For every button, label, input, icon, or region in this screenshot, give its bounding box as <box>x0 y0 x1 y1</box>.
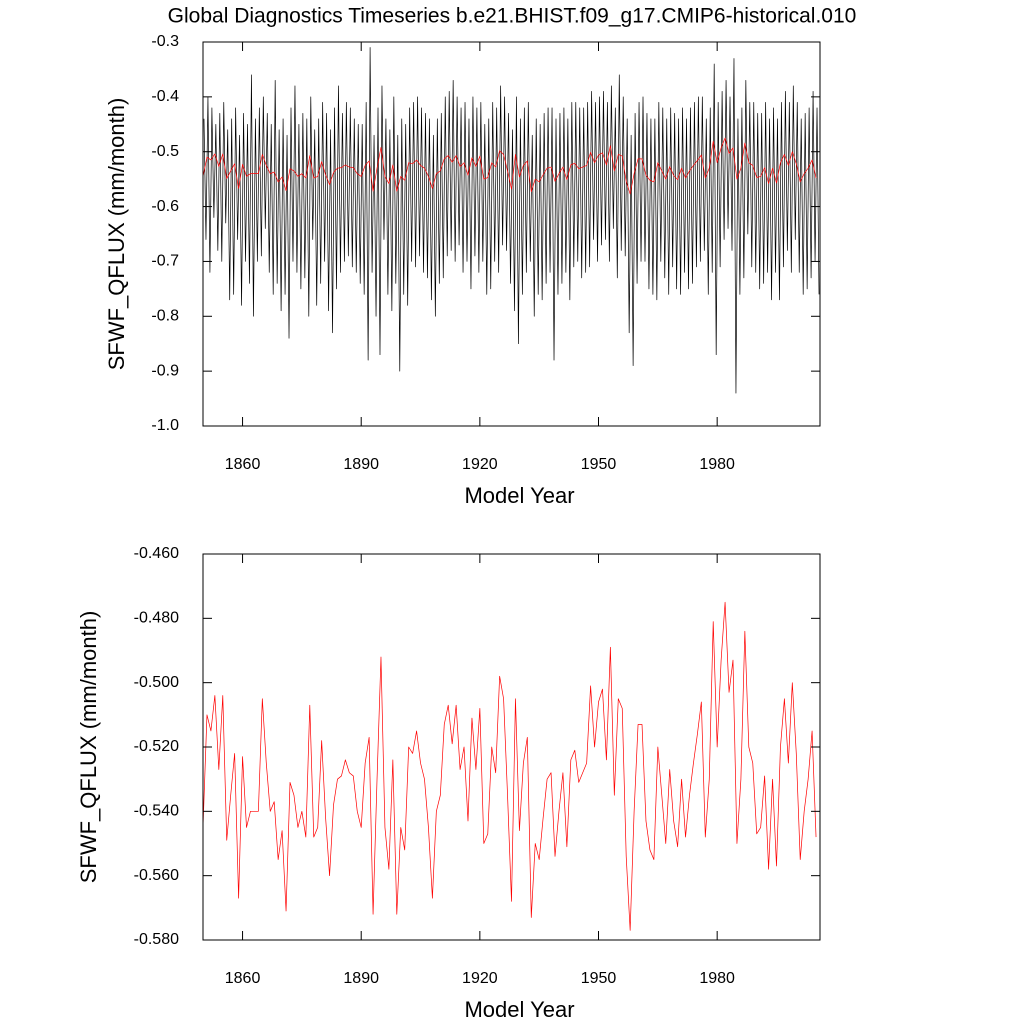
y-axis-label: SFWF_QFLUX (mm/month) <box>104 98 129 371</box>
x-tick-label: 1980 <box>699 456 735 473</box>
x-tick-label: 1920 <box>462 456 498 473</box>
y-tick-label: -1.0 <box>151 417 179 434</box>
y-tick-label: -0.460 <box>134 545 179 562</box>
data-line <box>203 47 820 394</box>
x-tick-label: 1950 <box>581 456 617 473</box>
y-axis-label: SFWF_QFLUX (mm/month) <box>76 611 101 884</box>
y-tick-label: -0.7 <box>151 253 179 270</box>
x-tick-label: 1860 <box>225 456 261 473</box>
x-axis-label: Model Year <box>464 483 574 508</box>
data-line <box>202 137 817 195</box>
x-tick-label: 1950 <box>581 970 617 987</box>
chart-title: Global Diagnostics Timeseries b.e21.BHIS… <box>168 5 857 28</box>
y-tick-label: -0.580 <box>134 931 179 948</box>
y-tick-label: -0.480 <box>134 610 179 627</box>
y-tick-label: -0.4 <box>151 88 179 105</box>
y-tick-label: -0.6 <box>151 198 179 215</box>
y-tick-label: -0.560 <box>134 867 179 884</box>
y-tick-label: -0.520 <box>134 738 179 755</box>
y-tick-label: -0.500 <box>134 674 179 691</box>
x-tick-label: 1890 <box>343 456 379 473</box>
x-tick-label: 1890 <box>343 970 379 987</box>
x-tick-label: 1980 <box>699 970 735 987</box>
plot-frame <box>202 41 821 427</box>
x-axis-label: Model Year <box>464 997 574 1022</box>
plot-frame <box>202 553 821 941</box>
y-tick-label: -0.3 <box>151 33 179 50</box>
y-tick-label: -0.9 <box>151 362 179 379</box>
y-tick-label: -0.5 <box>151 143 179 160</box>
y-tick-label: -0.540 <box>134 803 179 820</box>
y-tick-label: -0.8 <box>151 308 179 325</box>
x-tick-label: 1920 <box>462 970 498 987</box>
x-tick-label: 1860 <box>225 970 261 987</box>
data-line <box>202 601 817 931</box>
